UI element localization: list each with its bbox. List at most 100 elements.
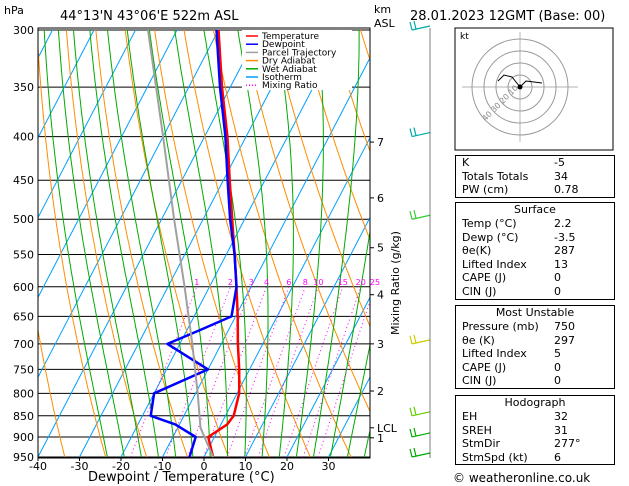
index-row: CIN (J) 0 — [456, 374, 614, 388]
temperature-tick-label: 20 — [280, 460, 294, 473]
index-row: Dewp (°C) -3.5 — [456, 231, 614, 245]
wet-adiabat-line — [126, 29, 194, 458]
mixing-ratio-label: 2 — [228, 278, 233, 287]
index-label: PW (cm) — [462, 183, 509, 197]
mixing-ratio-line — [243, 286, 306, 458]
km-tick-label: 2 — [377, 385, 384, 398]
pressure-tick-label: 600 — [13, 281, 34, 294]
dry-adiabat-line — [242, 29, 370, 413]
pressure-tick-label: 850 — [13, 410, 34, 423]
mixing-ratio-line — [317, 299, 370, 458]
wet-adiabat-line — [346, 342, 370, 458]
wind-barb — [409, 20, 431, 31]
location-title: 44°13'N 43°06'E 522m ASL — [60, 9, 239, 24]
km-tick-label: 1 — [377, 432, 384, 445]
index-value: -5 — [554, 156, 565, 169]
pressure-tick-label: 450 — [13, 174, 34, 187]
pressure-tick-label: 650 — [13, 310, 34, 323]
km-tick-label: 3 — [377, 338, 384, 351]
mixing-ratio-line — [129, 286, 198, 458]
mixing-ratio-label: 20 — [356, 278, 366, 287]
isotherm-line — [245, 216, 370, 458]
mixing-ratio-label: 15 — [338, 278, 348, 287]
dry-adiabat-line — [95, 29, 188, 458]
surface-title: Surface — [514, 203, 556, 216]
pressure-unit-label: hPa — [4, 4, 24, 17]
wet-adiabat-line — [329, 228, 370, 458]
isotherm-line — [79, 29, 302, 458]
mixing-ratio-line — [226, 286, 290, 458]
km-tick-label: 5 — [377, 242, 384, 255]
index-label: CIN (J) — [462, 374, 497, 388]
most-unstable-title: Most Unstable — [495, 306, 575, 319]
wet-adiabat-line — [295, 29, 324, 458]
index-row: Pressure (mb) 750 — [456, 320, 614, 334]
hodograph-table-title: Hodograph — [504, 396, 566, 409]
index-row: PW (cm) 0.78 — [456, 183, 614, 197]
surface-table: Surface Temp (°C) 2.2 Dewp (°C) -3.5 θe(K) 28… — [455, 202, 615, 300]
index-value: 6 — [554, 450, 561, 464]
wet-adiabat-line — [148, 29, 211, 458]
legend-label: Temperature — [261, 32, 319, 42]
index-row: Lifted Index 5 — [456, 347, 614, 361]
temperature-tick-label: 30 — [322, 460, 336, 473]
index-label: Temp (°C) — [462, 217, 517, 230]
mixing-ratio-line — [302, 286, 362, 458]
index-value: 13 — [554, 257, 568, 271]
isotherm-line — [38, 29, 178, 299]
isotherm-line — [38, 29, 136, 219]
isotherm-line — [203, 136, 370, 458]
mixing-ratio-line — [203, 286, 267, 458]
mixing-ratio-label: 10 — [313, 278, 323, 287]
index-value: 287 — [554, 244, 575, 258]
index-label: StmSpd (kt) — [462, 450, 528, 464]
temperature-tick-label: -30 — [71, 460, 89, 473]
hodograph-table: Hodograph EH 32 SREH 31 StmDir 277° StmSpd (kt… — [455, 395, 615, 466]
index-label: EH — [462, 410, 478, 423]
index-row: EH 32 — [456, 410, 614, 424]
km-tick-label: 7 — [377, 136, 384, 149]
wet-adiabat-line — [275, 29, 294, 458]
wet-adiabat-line — [174, 29, 228, 457]
index-label: Dewp (°C) — [462, 230, 519, 244]
index-label: CAPE (J) — [462, 360, 507, 374]
indices-basic-table: K -5 Totals Totals 34 PW (cm) 0.78 — [455, 155, 615, 198]
temperature-tick-label: -10 — [154, 460, 172, 473]
wind-barb — [409, 427, 431, 438]
wind-barb — [409, 447, 431, 458]
index-row: Lifted Index 13 — [456, 258, 614, 272]
copyright-footer: © weatheronline.co.uk — [453, 471, 590, 485]
index-value: 277° — [554, 437, 581, 451]
pressure-tick-label: 350 — [13, 81, 34, 94]
legend-label: Parcel Trajectory — [262, 48, 337, 58]
hodograph-unit-label: kt — [460, 32, 469, 42]
index-label: CAPE (J) — [462, 271, 507, 285]
most-unstable-table: Most Unstable Pressure (mb) 750 θe (K) 297 L… — [455, 305, 615, 389]
dry-adiabat-line — [213, 29, 352, 458]
mixing-ratio-line — [165, 286, 231, 458]
pressure-tick-label: 300 — [13, 24, 34, 37]
index-value: 2.2 — [554, 217, 572, 230]
legend-label: Dewpoint — [262, 40, 305, 50]
pressure-tick-label: 500 — [13, 213, 34, 226]
index-row: StmDir 277° — [456, 437, 614, 451]
mixing-ratio-label: 3 — [249, 278, 254, 287]
isotherm-line — [0, 30, 11, 457]
wet-adiabat-line — [43, 29, 108, 458]
index-label: θe (K) — [462, 333, 495, 347]
index-row: SREH 31 — [456, 424, 614, 438]
pressure-tick-label: 400 — [13, 131, 34, 144]
index-value: 297 — [554, 333, 575, 347]
index-value: 0 — [554, 360, 561, 374]
index-label: CIN (J) — [462, 284, 497, 298]
index-label: Lifted Index — [462, 347, 527, 361]
pressure-tick-label: 950 — [13, 451, 34, 464]
wind-barb — [409, 210, 431, 220]
dry-adiabat-line — [38, 38, 107, 458]
index-row: CIN (J) 0 — [456, 285, 614, 299]
wet-adiabat-line — [107, 29, 177, 458]
index-value: -3.5 — [554, 230, 576, 244]
dry-adiabat-line — [301, 29, 370, 241]
index-value: 0 — [554, 374, 561, 388]
